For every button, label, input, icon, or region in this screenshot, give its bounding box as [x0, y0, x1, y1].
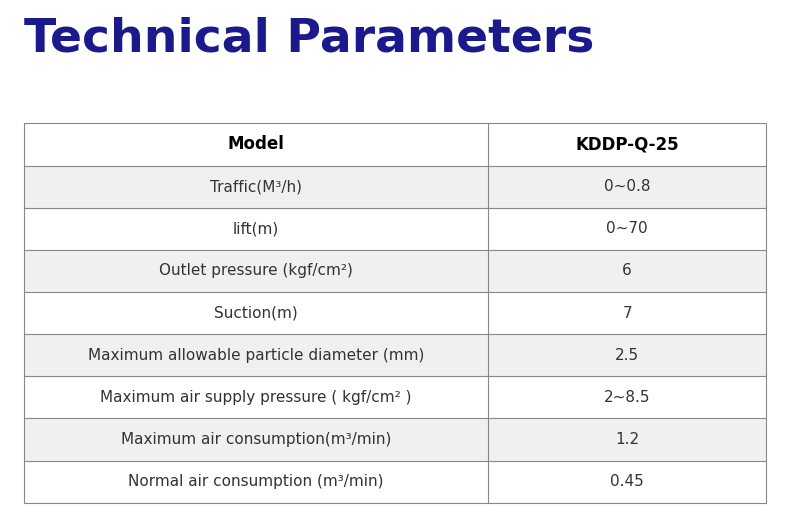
Text: 0~0.8: 0~0.8 — [604, 179, 650, 194]
Bar — [487, 334, 766, 376]
Text: Normal air consumption (m³/min): Normal air consumption (m³/min) — [128, 474, 383, 489]
Text: Outlet pressure (kgf/cm²): Outlet pressure (kgf/cm²) — [159, 263, 352, 279]
Text: 6: 6 — [623, 263, 632, 279]
Text: Technical Parameters: Technical Parameters — [24, 16, 594, 61]
Text: Maximum allowable particle diameter (mm): Maximum allowable particle diameter (mm) — [88, 347, 424, 363]
Bar — [24, 376, 487, 418]
Text: 7: 7 — [623, 305, 632, 321]
Bar — [24, 461, 487, 503]
Bar — [24, 123, 766, 503]
Text: Model: Model — [228, 135, 284, 154]
Bar — [487, 292, 766, 334]
Bar — [24, 208, 487, 250]
Text: lift(m): lift(m) — [232, 221, 279, 236]
Bar — [487, 166, 766, 208]
Bar — [487, 123, 766, 166]
Text: 2.5: 2.5 — [615, 347, 639, 363]
Text: Traffic(M³/h): Traffic(M³/h) — [210, 179, 302, 194]
Bar — [24, 418, 487, 461]
Bar — [24, 334, 487, 376]
Bar — [487, 250, 766, 292]
Text: 2~8.5: 2~8.5 — [604, 390, 650, 405]
Text: 0~70: 0~70 — [606, 221, 648, 236]
Text: KDDP-Q-25: KDDP-Q-25 — [575, 135, 679, 154]
Bar — [24, 250, 487, 292]
Bar — [487, 461, 766, 503]
Bar — [24, 166, 487, 208]
Text: 1.2: 1.2 — [615, 432, 639, 447]
Bar — [487, 208, 766, 250]
Text: Suction(m): Suction(m) — [214, 305, 298, 321]
Text: Maximum air consumption(m³/min): Maximum air consumption(m³/min) — [121, 432, 391, 447]
Bar — [487, 418, 766, 461]
Bar — [24, 292, 487, 334]
Text: Maximum air supply pressure ( kgf/cm² ): Maximum air supply pressure ( kgf/cm² ) — [100, 390, 412, 405]
Bar — [487, 376, 766, 418]
Text: 0.45: 0.45 — [610, 474, 644, 489]
Bar — [24, 123, 487, 166]
